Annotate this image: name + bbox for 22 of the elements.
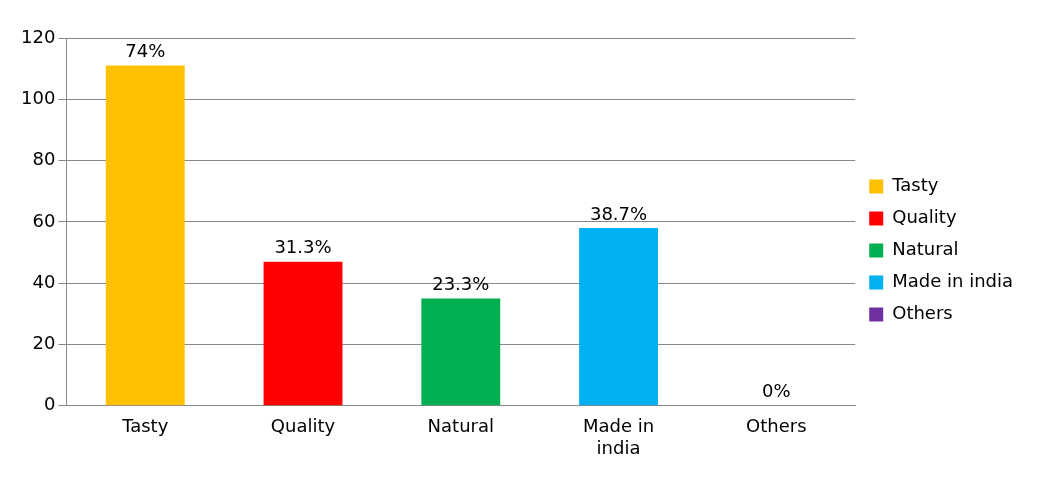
x-tick-label: Made in india [582,415,655,458]
y-tick-label: 20 [32,332,56,354]
legend-label: Made in india [892,270,1013,292]
x-tick-label: Others [746,415,807,437]
y-tick-label: 80 [32,148,56,170]
x-tick-label: Tasty [121,415,169,437]
y-tick-label: 40 [32,270,56,292]
legend-label: Quality [892,206,957,228]
legend-label: Tasty [891,174,939,196]
annotation: 0% [762,380,791,402]
y-tick-label: 60 [32,209,56,231]
annotation: 38.7% [589,202,648,224]
y-tick-label: 100 [21,86,56,108]
annotation: 23.3% [432,273,490,295]
y-tick-label: 0 [43,393,56,415]
annotation: 74% [125,40,166,62]
x-tick-label: Quality [270,415,336,437]
y-tick-label: 120 [21,25,56,47]
annotation: 31.3% [274,236,332,258]
x-tick-label: Natural [427,415,494,437]
legend-label: Natural [892,238,959,260]
legend-label: Others [892,302,953,324]
